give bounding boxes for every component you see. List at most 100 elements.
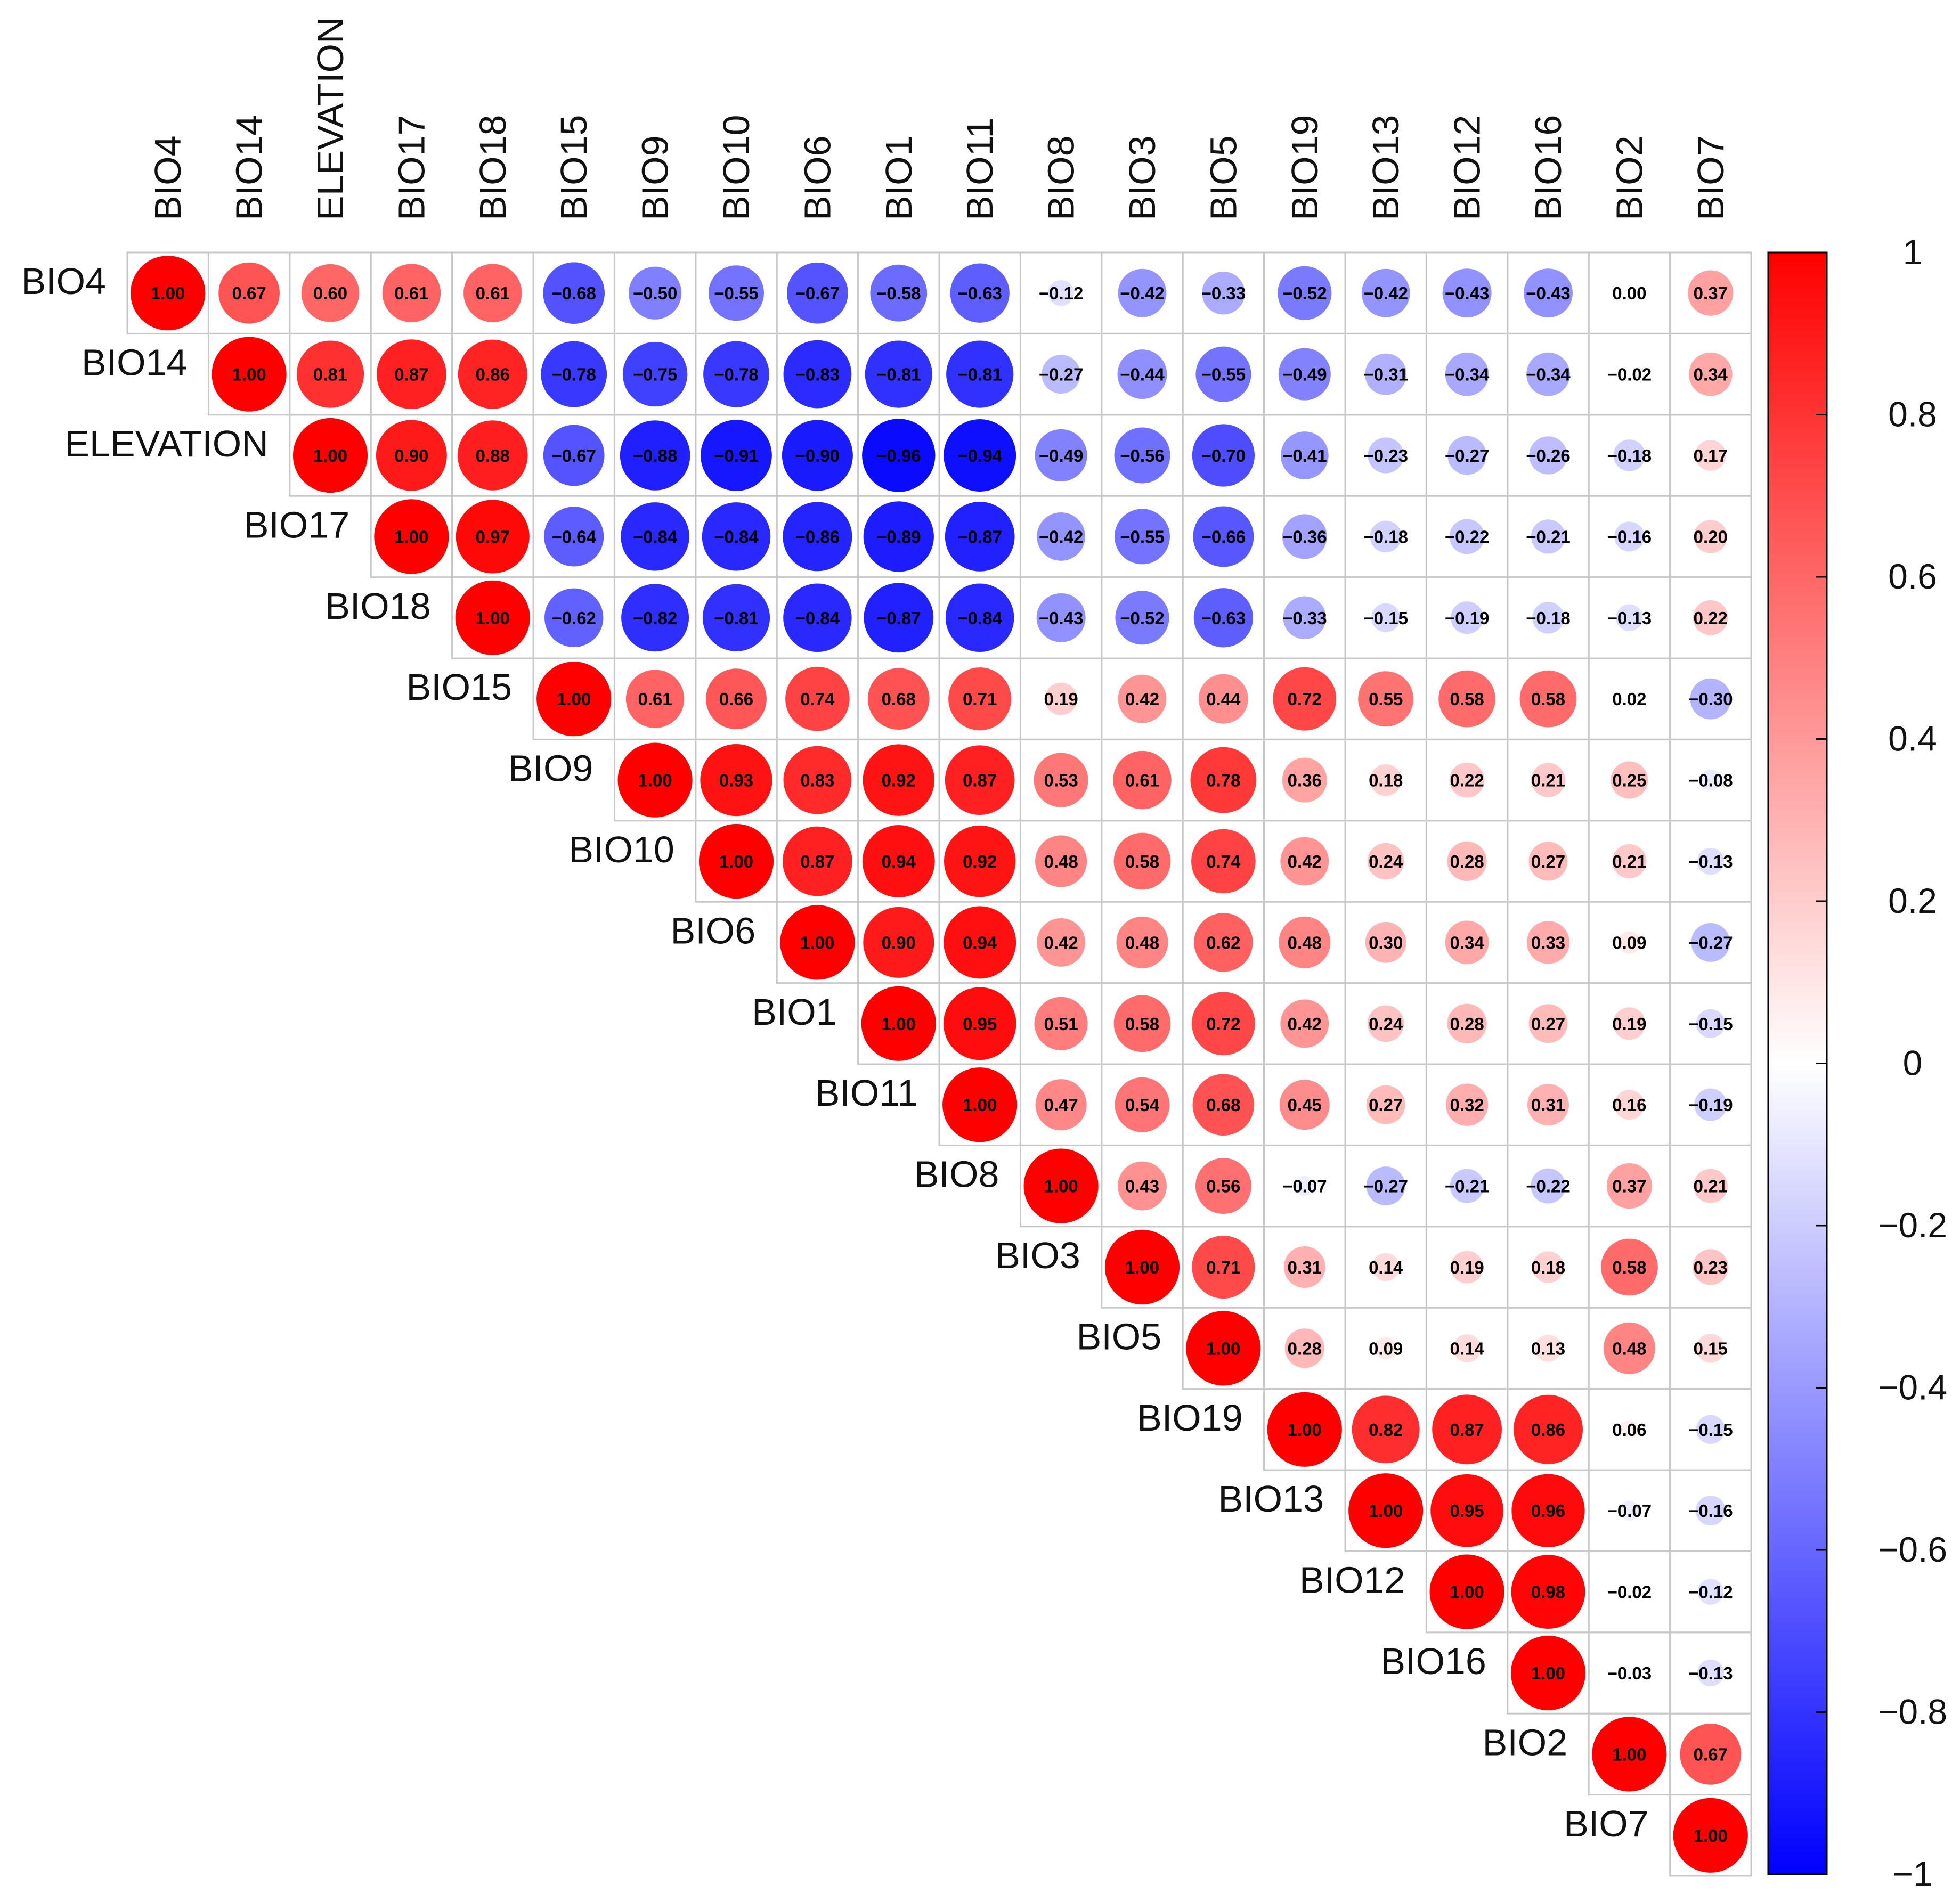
correlation-circle bbox=[1190, 747, 1257, 813]
correlation-circle bbox=[861, 986, 936, 1061]
correlation-value: −0.08 bbox=[1688, 771, 1733, 790]
correlation-circle bbox=[622, 341, 688, 407]
correlation-value: −0.21 bbox=[1526, 527, 1571, 546]
correlation-circle bbox=[1191, 992, 1255, 1056]
correlation-circle bbox=[1513, 1394, 1583, 1464]
correlation-circle bbox=[862, 419, 936, 492]
legend-tick-label: 0.2 bbox=[1888, 881, 1937, 920]
correlation-value: 0.60 bbox=[313, 283, 347, 303]
legend-tick-label: −0.4 bbox=[1878, 1368, 1947, 1407]
correlation-value: −0.21 bbox=[1445, 1177, 1490, 1196]
correlation-circle bbox=[944, 906, 1016, 979]
correlation-value: −0.49 bbox=[1282, 365, 1327, 385]
correlation-circle bbox=[301, 264, 360, 322]
color-legend: 1 0.8 0.6 0.4 0.2 0 −0.2 −0.4 −0.6 −0.8 −1 bbox=[1767, 232, 1947, 1893]
correlation-value: −0.34 bbox=[1445, 365, 1490, 385]
correlation-value: −0.62 bbox=[551, 608, 596, 628]
correlation-value: 0.17 bbox=[1694, 446, 1728, 466]
correlation-circle bbox=[945, 583, 1014, 652]
correlation-circle bbox=[1529, 436, 1567, 475]
correlation-circle bbox=[1375, 1337, 1397, 1360]
correlation-value: 0.61 bbox=[476, 283, 510, 303]
correlation-value: 0.14 bbox=[1369, 1258, 1403, 1277]
row-label: BIO12 bbox=[1299, 1560, 1405, 1601]
correlation-value: 0.58 bbox=[1125, 1014, 1159, 1034]
correlation-value: −0.84 bbox=[633, 527, 678, 546]
correlation-circle bbox=[1695, 440, 1726, 471]
correlation-value: −0.18 bbox=[1363, 527, 1408, 546]
correlation-value: 1.00 bbox=[394, 527, 428, 546]
correlation-value: −0.82 bbox=[633, 608, 678, 628]
correlation-circle bbox=[1193, 588, 1254, 648]
column-label: BIO13 bbox=[1365, 115, 1406, 221]
correlation-circle bbox=[1449, 519, 1485, 554]
correlation-circle bbox=[1532, 1251, 1564, 1283]
correlation-value: −0.66 bbox=[1201, 527, 1246, 546]
correlation-circle bbox=[1116, 916, 1168, 968]
row-label: BIO11 bbox=[815, 1072, 918, 1114]
correlation-value: −0.27 bbox=[1445, 446, 1490, 466]
correlation-circle bbox=[1447, 841, 1487, 881]
correlation-circle bbox=[1295, 1176, 1315, 1196]
correlation-circle bbox=[1449, 762, 1485, 798]
correlation-value: 0.72 bbox=[1206, 1014, 1240, 1034]
correlation-value: −0.31 bbox=[1363, 365, 1408, 385]
correlation-circle bbox=[1365, 353, 1407, 395]
correlation-value: −0.78 bbox=[714, 365, 759, 385]
correlation-value: −0.18 bbox=[1526, 608, 1571, 628]
correlation-value: 0.96 bbox=[1531, 1501, 1565, 1521]
row-label: BIO8 bbox=[914, 1154, 999, 1195]
correlation-circle bbox=[1037, 512, 1086, 561]
correlation-value: 1.00 bbox=[1125, 1258, 1159, 1277]
column-label: BIO12 bbox=[1446, 115, 1488, 221]
correlation-circle bbox=[863, 501, 934, 572]
correlation-value: 0.66 bbox=[719, 689, 753, 709]
legend-tick-label: 0.6 bbox=[1888, 557, 1937, 596]
correlation-value: 0.42 bbox=[1125, 689, 1159, 709]
correlation-circle bbox=[1691, 923, 1730, 962]
row-label: BIO3 bbox=[995, 1235, 1080, 1276]
correlation-value: −0.86 bbox=[795, 527, 840, 546]
correlation-circle bbox=[1034, 753, 1088, 807]
correlation-value: −0.36 bbox=[1282, 527, 1327, 546]
correlation-value: 0.43 bbox=[1125, 1177, 1159, 1196]
correlation-circle bbox=[782, 420, 853, 491]
correlation-value: −0.27 bbox=[1688, 933, 1733, 952]
legend-tick-label: −1 bbox=[1892, 1854, 1932, 1893]
correlation-value: −0.78 bbox=[551, 365, 596, 385]
correlation-circle bbox=[1430, 1474, 1503, 1547]
correlation-circle bbox=[1115, 509, 1170, 565]
correlation-circle bbox=[1695, 1496, 1726, 1526]
correlation-circle bbox=[1278, 266, 1332, 320]
correlation-value: −0.81 bbox=[957, 365, 1002, 385]
correlation-value: 0.27 bbox=[1531, 852, 1565, 871]
correlation-circle bbox=[1195, 346, 1251, 402]
correlation-circle bbox=[458, 339, 527, 409]
correlation-circle bbox=[544, 507, 604, 567]
correlation-value: −0.43 bbox=[1445, 283, 1490, 303]
correlation-value: 1.00 bbox=[1288, 1420, 1322, 1440]
correlation-value: −0.67 bbox=[551, 446, 596, 466]
correlation-values: 1.00 0.67 0.60 0.61 0.61 −0.68 −0.50 −0.55 −0.67… bbox=[151, 283, 1733, 1846]
correlation-value: 0.09 bbox=[1612, 933, 1646, 952]
correlation-value: 0.48 bbox=[1288, 933, 1322, 952]
correlation-value: −0.52 bbox=[1282, 283, 1327, 303]
row-label: BIO7 bbox=[1564, 1803, 1649, 1844]
correlation-circle bbox=[1532, 602, 1564, 634]
correlation-circle bbox=[1037, 918, 1086, 967]
correlation-circle bbox=[1035, 1079, 1087, 1131]
correlation-circle bbox=[1023, 1148, 1099, 1223]
correlation-circle bbox=[945, 502, 1015, 572]
correlation-value: 0.74 bbox=[800, 689, 835, 709]
correlation-value: −0.81 bbox=[876, 365, 921, 385]
correlation-value: 0.47 bbox=[1044, 1095, 1078, 1115]
correlation-value: 0.61 bbox=[1125, 771, 1159, 790]
correlation-value: 0.95 bbox=[963, 1014, 997, 1034]
correlation-value: −0.41 bbox=[1282, 446, 1327, 466]
correlation-circle bbox=[1361, 268, 1410, 317]
correlation-value: 1.00 bbox=[232, 365, 266, 385]
correlation-circle bbox=[1618, 931, 1641, 954]
correlation-circle bbox=[1118, 674, 1167, 723]
correlation-value: 0.68 bbox=[1206, 1095, 1240, 1115]
correlation-value: −0.13 bbox=[1688, 1663, 1733, 1683]
